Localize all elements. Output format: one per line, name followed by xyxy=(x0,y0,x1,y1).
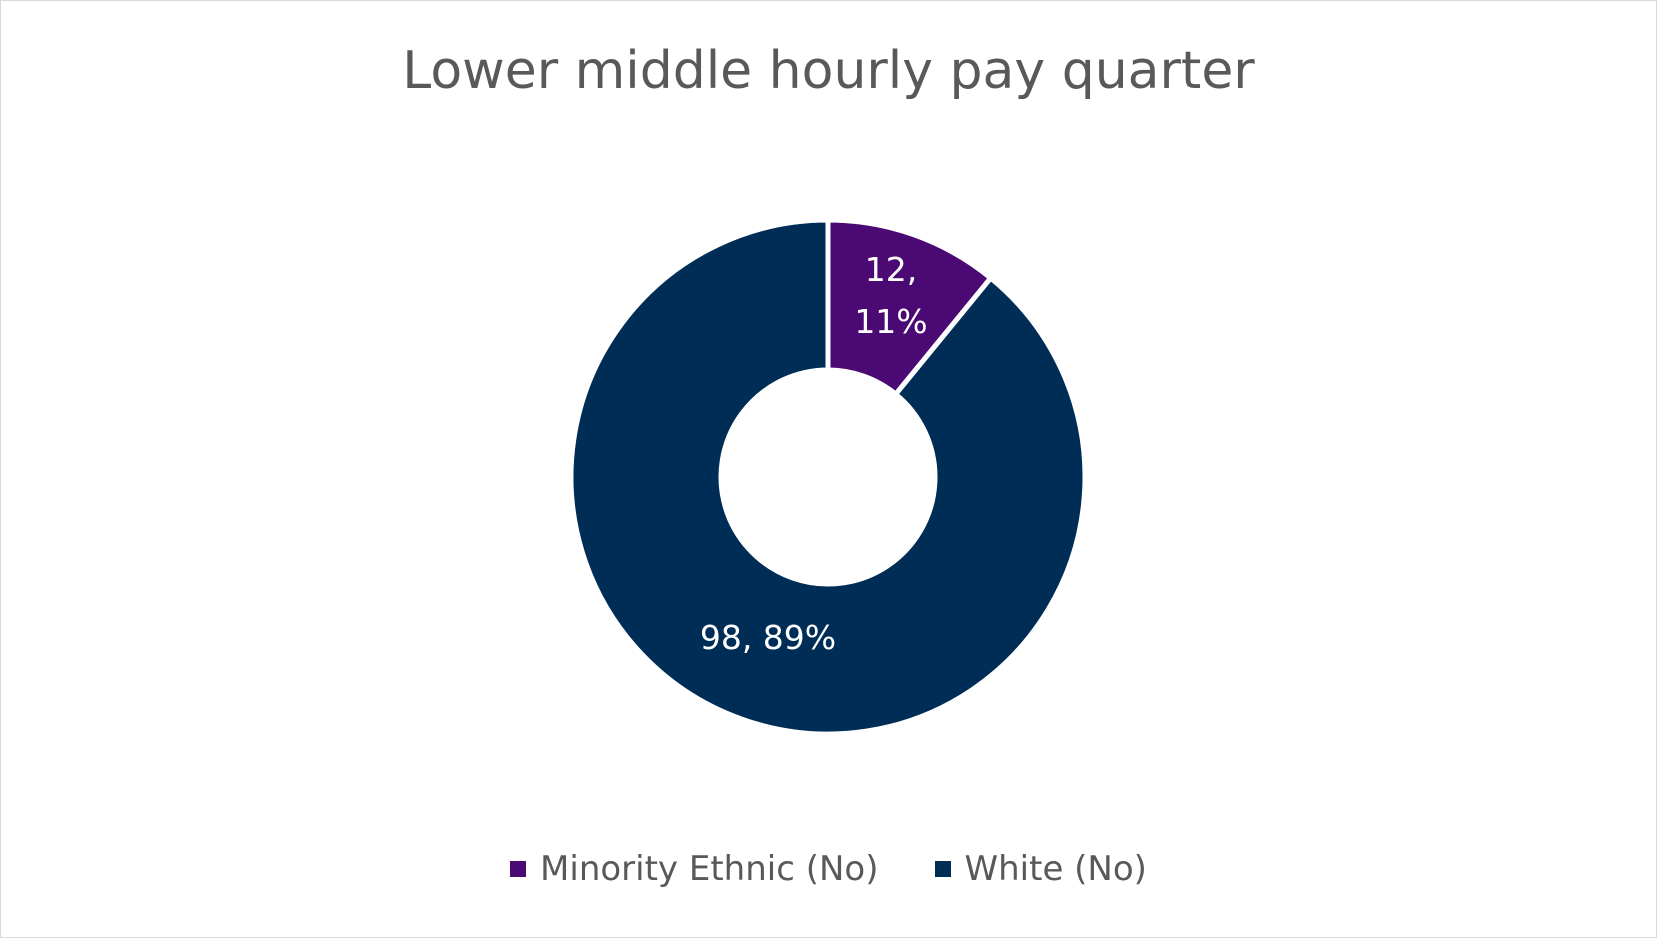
slice-minority-ethnic xyxy=(825,217,995,398)
legend-label-white: White (No) xyxy=(964,849,1147,889)
slice-white xyxy=(568,217,1088,737)
legend: Minority Ethnic (No) White (No) xyxy=(1,849,1656,889)
legend-swatch-white xyxy=(934,861,951,877)
legend-label-minority-ethnic: Minority Ethnic (No) xyxy=(540,849,879,889)
legend-swatch-minority-ethnic xyxy=(510,861,527,877)
chart-title: Lower middle hourly pay quarter xyxy=(402,41,1255,101)
legend-item-white: White (No) xyxy=(934,849,1147,889)
data-label-minority-ethnic: 12, 11% xyxy=(854,250,927,341)
data-label-white: 98, 89% xyxy=(700,618,836,657)
legend-item-minority-ethnic: Minority Ethnic (No) xyxy=(510,849,879,889)
